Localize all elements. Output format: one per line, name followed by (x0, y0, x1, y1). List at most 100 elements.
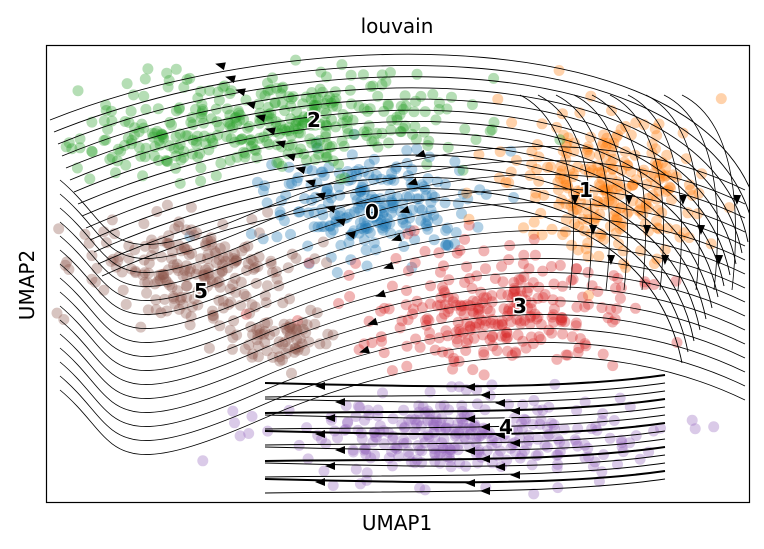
cell-point-cluster-4 (354, 478, 366, 490)
streamline-arrow (225, 75, 236, 84)
cell-point-cluster-3 (517, 335, 529, 347)
cell-point-cluster-1 (625, 166, 637, 178)
streamline (53, 65, 749, 215)
cell-point-cluster-3 (486, 290, 498, 302)
cell-point-cluster-1 (634, 198, 646, 209)
cell-point-cluster-3 (433, 332, 445, 344)
cell-point-cluster-4 (359, 414, 370, 426)
cell-point-cluster-1 (602, 137, 614, 149)
cell-point-cluster-0 (325, 227, 337, 239)
streamline-arrow (661, 254, 670, 265)
cell-point-cluster-1 (545, 161, 557, 173)
streamline-arrow (480, 423, 490, 431)
cell-point-cluster-2 (275, 88, 287, 100)
cell-point-cluster-2 (63, 137, 75, 149)
cell-point-cluster-5 (259, 336, 271, 348)
cell-point-cluster-2 (180, 130, 192, 142)
cell-point-cluster-0 (422, 215, 434, 227)
cell-point-cluster-3 (566, 331, 578, 343)
cell-point-cluster-0 (324, 220, 336, 232)
cell-point-cluster-3 (486, 331, 498, 343)
cell-point-cluster-2 (174, 177, 186, 189)
cell-point-cluster-0 (327, 224, 339, 236)
cell-point-cluster-3 (574, 333, 586, 345)
cell-point-cluster-1 (686, 190, 698, 201)
cell-point-cluster-2 (380, 76, 392, 87)
cell-point-cluster-1 (571, 203, 583, 215)
cell-point-cluster-3 (487, 330, 499, 342)
cell-point-cluster-3 (525, 331, 537, 343)
cell-point-cluster-0 (440, 239, 452, 251)
cell-point-cluster-5 (228, 253, 240, 264)
cell-point-cluster-2 (250, 145, 262, 157)
cell-point-cluster-4 (630, 430, 642, 442)
cell-point-cluster-4 (383, 452, 395, 464)
cell-point-cluster-3 (448, 292, 460, 304)
cell-point-cluster-3 (484, 306, 496, 318)
cell-point-cluster-2 (269, 97, 281, 109)
cell-point-cluster-2 (394, 108, 406, 120)
cell-point-cluster-0 (360, 221, 371, 232)
streamline-arrow (679, 194, 688, 205)
cell-point-cluster-0 (343, 237, 355, 249)
cell-point-cluster-0 (376, 222, 388, 234)
cell-point-cluster-1 (621, 159, 633, 171)
cell-point-cluster-2 (277, 97, 288, 109)
cell-point-cluster-3 (462, 299, 474, 311)
cell-point-cluster-1 (584, 149, 596, 161)
streamline (59, 272, 746, 371)
cell-point-cluster-0 (442, 239, 454, 251)
cell-point-cluster-3 (529, 308, 541, 320)
cell-point-cluster-4 (435, 400, 446, 412)
cell-point-cluster-5 (142, 304, 154, 316)
cell-point-cluster-1 (615, 202, 627, 213)
cell-point-cluster-5 (231, 329, 243, 341)
cell-point-cluster-1 (715, 93, 727, 105)
cell-point-cluster-1 (582, 290, 594, 301)
cell-point-cluster-4 (391, 443, 403, 455)
cell-point-cluster-4 (572, 440, 583, 452)
cell-point-cluster-0 (421, 220, 433, 232)
cell-point-cluster-5 (177, 299, 189, 311)
cell-point-cluster-4 (586, 423, 598, 435)
streamline-arrow (315, 478, 325, 486)
cell-point-cluster-5 (202, 234, 213, 246)
cell-point-cluster-0 (348, 128, 360, 140)
cell-point-cluster-3 (459, 277, 471, 288)
cell-point-cluster-5 (198, 269, 210, 281)
cell-point-cluster-2 (328, 95, 340, 107)
cell-point-cluster-2 (372, 141, 384, 153)
cell-point-cluster-0 (316, 203, 328, 215)
cell-point-cluster-2 (104, 153, 116, 165)
cell-point-cluster-4 (424, 414, 436, 426)
cell-point-cluster-3 (420, 314, 431, 326)
cell-point-cluster-5 (181, 244, 193, 256)
streamline (59, 356, 746, 455)
cell-point-cluster-4 (534, 418, 546, 430)
cell-point-cluster-2 (488, 72, 500, 84)
cell-point-cluster-5 (238, 288, 250, 300)
cell-point-cluster-5 (244, 307, 256, 319)
cell-point-cluster-3 (512, 296, 524, 308)
cell-point-cluster-5 (169, 223, 181, 235)
cell-point-cluster-2 (277, 81, 289, 93)
cell-point-cluster-1 (620, 183, 632, 195)
cell-point-cluster-3 (596, 302, 608, 314)
cell-point-cluster-3 (517, 258, 529, 270)
cell-point-cluster-3 (401, 340, 413, 352)
cell-point-cluster-3 (496, 318, 508, 330)
cell-point-cluster-2 (231, 118, 243, 130)
cell-point-cluster-3 (453, 323, 465, 335)
cell-point-cluster-2 (442, 141, 454, 153)
cell-point-cluster-0 (387, 202, 399, 214)
cell-point-cluster-1 (528, 216, 540, 228)
cell-point-cluster-3 (451, 337, 463, 348)
streamline-arrow (465, 479, 475, 487)
cell-point-cluster-5 (249, 301, 261, 313)
cell-point-cluster-5 (185, 201, 197, 213)
cell-point-cluster-2 (378, 105, 390, 117)
cell-point-cluster-5 (181, 280, 193, 292)
cell-point-cluster-4 (361, 467, 373, 479)
streamline (93, 177, 695, 342)
cell-point-cluster-2 (122, 132, 134, 144)
